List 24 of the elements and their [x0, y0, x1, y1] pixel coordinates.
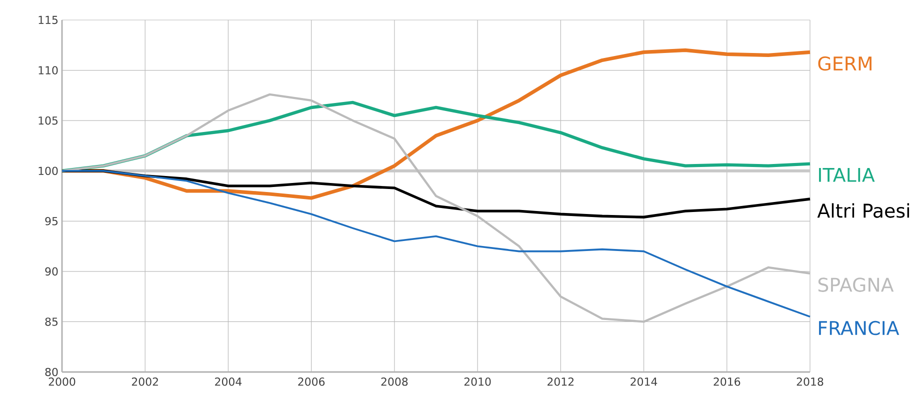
x-tick-label: 2014: [630, 378, 658, 386]
x-tick-label: 2006: [298, 378, 325, 386]
x-tick-label: 2002: [132, 378, 158, 386]
x-tick-label: 2004: [215, 378, 242, 386]
y-tick-label: 105: [38, 116, 58, 125]
series-label: Altri Paesi: [817, 203, 910, 218]
y-tick-label: 95: [45, 217, 58, 226]
series-label: ITALIA: [819, 168, 875, 182]
x-tick-label: 2012: [548, 378, 574, 386]
x-tick-label: 2018: [796, 378, 824, 386]
y-tick-label: 100: [38, 166, 58, 175]
series-label: GERM: [818, 56, 872, 71]
y-tick-label: 85: [45, 318, 58, 326]
y-tick-label: 80: [45, 368, 58, 376]
x-tick-label: 2008: [381, 378, 408, 386]
x-tick-label: 2000: [48, 378, 76, 386]
y-tick-label: 90: [45, 267, 58, 276]
x-tick-label: 2016: [714, 378, 740, 386]
y-tick-label: 110: [38, 66, 58, 74]
y-tick-label: 115: [38, 16, 58, 24]
series-label: FRANCIA: [819, 320, 900, 336]
x-tick-label: 2010: [464, 378, 491, 386]
series-label: SPAGNA: [818, 278, 894, 292]
line-series: [61, 170, 811, 318]
